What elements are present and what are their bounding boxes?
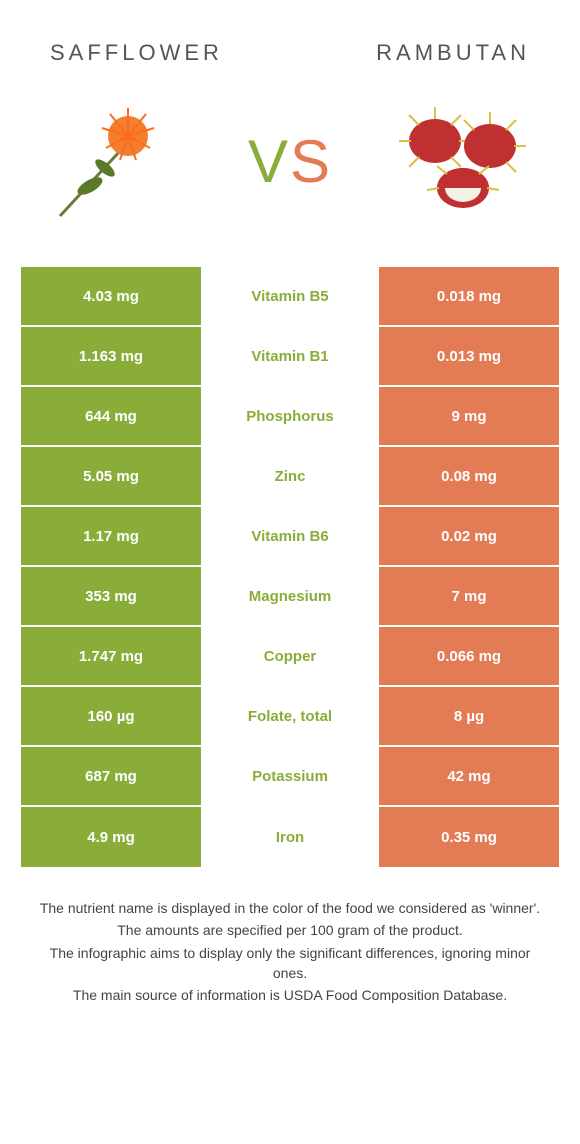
table-row: 1.17 mgVitamin B60.02 mg xyxy=(21,507,559,567)
nutrient-name: Zinc xyxy=(201,447,379,505)
nutrient-name: Vitamin B5 xyxy=(201,267,379,325)
right-value: 0.013 mg xyxy=(379,327,559,385)
nutrient-name: Potassium xyxy=(201,747,379,805)
left-value: 160 µg xyxy=(21,687,201,745)
right-value: 0.066 mg xyxy=(379,627,559,685)
right-value: 8 µg xyxy=(379,687,559,745)
right-value: 9 mg xyxy=(379,387,559,445)
left-value: 644 mg xyxy=(21,387,201,445)
left-value: 1.17 mg xyxy=(21,507,201,565)
nutrient-name: Vitamin B1 xyxy=(201,327,379,385)
right-value: 0.018 mg xyxy=(379,267,559,325)
right-value: 7 mg xyxy=(379,567,559,625)
left-food-title: Safflower xyxy=(50,40,223,66)
left-value: 687 mg xyxy=(21,747,201,805)
footer-line: The amounts are specified per 100 gram o… xyxy=(36,920,544,940)
nutrient-name: Folate, total xyxy=(201,687,379,745)
right-value: 0.08 mg xyxy=(379,447,559,505)
vs-label: VS xyxy=(248,127,332,196)
table-row: 687 mgPotassium42 mg xyxy=(21,747,559,807)
nutrient-name: Phosphorus xyxy=(201,387,379,445)
header: Safflower Rambutan xyxy=(0,0,580,86)
table-row: 5.05 mgZinc0.08 mg xyxy=(21,447,559,507)
nutrient-name: Magnesium xyxy=(201,567,379,625)
images-row: VS xyxy=(0,86,580,256)
nutrient-name: Copper xyxy=(201,627,379,685)
rambutan-image xyxy=(390,86,540,236)
nutrient-name: Vitamin B6 xyxy=(201,507,379,565)
footer-notes: The nutrient name is displayed in the co… xyxy=(0,868,580,1005)
left-value: 1.163 mg xyxy=(21,327,201,385)
left-value: 1.747 mg xyxy=(21,627,201,685)
vs-s: S xyxy=(290,128,332,195)
table-row: 160 µgFolate, total8 µg xyxy=(21,687,559,747)
table-row: 353 mgMagnesium7 mg xyxy=(21,567,559,627)
table-row: 1.163 mgVitamin B10.013 mg xyxy=(21,327,559,387)
vs-v: V xyxy=(248,128,290,195)
nutrient-name: Iron xyxy=(201,807,379,867)
right-food-title: Rambutan xyxy=(376,40,530,66)
table-row: 4.03 mgVitamin B50.018 mg xyxy=(21,267,559,327)
table-row: 644 mgPhosphorus9 mg xyxy=(21,387,559,447)
footer-line: The nutrient name is displayed in the co… xyxy=(36,898,544,918)
safflower-image xyxy=(40,86,190,236)
right-value: 0.35 mg xyxy=(379,807,559,867)
right-value: 0.02 mg xyxy=(379,507,559,565)
footer-line: The infographic aims to display only the… xyxy=(36,943,544,984)
table-row: 4.9 mgIron0.35 mg xyxy=(21,807,559,867)
table-row: 1.747 mgCopper0.066 mg xyxy=(21,627,559,687)
footer-line: The main source of information is USDA F… xyxy=(36,985,544,1005)
nutrient-table: 4.03 mgVitamin B50.018 mg1.163 mgVitamin… xyxy=(20,266,560,868)
right-value: 42 mg xyxy=(379,747,559,805)
left-value: 353 mg xyxy=(21,567,201,625)
left-value: 4.9 mg xyxy=(21,807,201,867)
left-value: 4.03 mg xyxy=(21,267,201,325)
left-value: 5.05 mg xyxy=(21,447,201,505)
